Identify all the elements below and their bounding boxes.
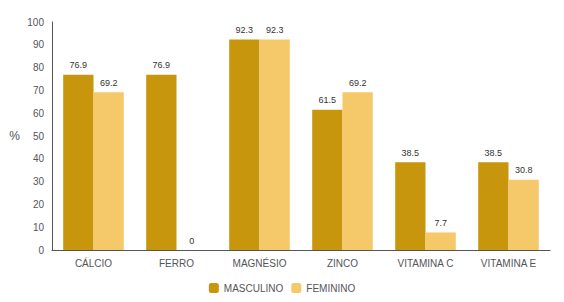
svg-text:38.5: 38.5 (402, 148, 420, 158)
svg-text:30: 30 (33, 176, 45, 187)
svg-text:60: 60 (33, 108, 45, 119)
svg-text:76.9: 76.9 (70, 60, 88, 70)
svg-text:50: 50 (33, 131, 45, 142)
svg-text:20: 20 (33, 199, 45, 210)
svg-text:40: 40 (33, 153, 45, 164)
svg-text:69.2: 69.2 (349, 78, 367, 88)
svg-text:VITAMINA E: VITAMINA E (481, 258, 537, 269)
svg-text:92.3: 92.3 (236, 25, 254, 35)
svg-text:10: 10 (33, 222, 45, 233)
svg-text:FERRO: FERRO (159, 258, 194, 269)
svg-text:%: % (9, 129, 20, 143)
svg-text:92.3: 92.3 (266, 25, 284, 35)
svg-text:100: 100 (27, 17, 44, 28)
svg-text:FEMININO: FEMININO (306, 283, 355, 294)
svg-text:76.9: 76.9 (153, 60, 171, 70)
svg-text:VITAMINA C: VITAMINA C (398, 258, 454, 269)
svg-text:38.5: 38.5 (485, 148, 503, 158)
svg-text:0: 0 (189, 236, 194, 246)
svg-text:69.2: 69.2 (100, 78, 118, 88)
svg-text:30.8: 30.8 (515, 165, 533, 175)
svg-text:90: 90 (33, 39, 45, 50)
svg-text:MASCULINO: MASCULINO (224, 283, 284, 294)
svg-text:61.5: 61.5 (319, 95, 337, 105)
svg-text:80: 80 (33, 62, 45, 73)
svg-text:0: 0 (38, 245, 44, 256)
svg-text:ZINCO: ZINCO (327, 258, 358, 269)
svg-text:70: 70 (33, 85, 45, 96)
svg-text:MAGNÉSIO: MAGNÉSIO (233, 257, 287, 269)
svg-text:7.7: 7.7 (434, 218, 447, 228)
svg-text:CÁLCIO: CÁLCIO (75, 257, 112, 269)
